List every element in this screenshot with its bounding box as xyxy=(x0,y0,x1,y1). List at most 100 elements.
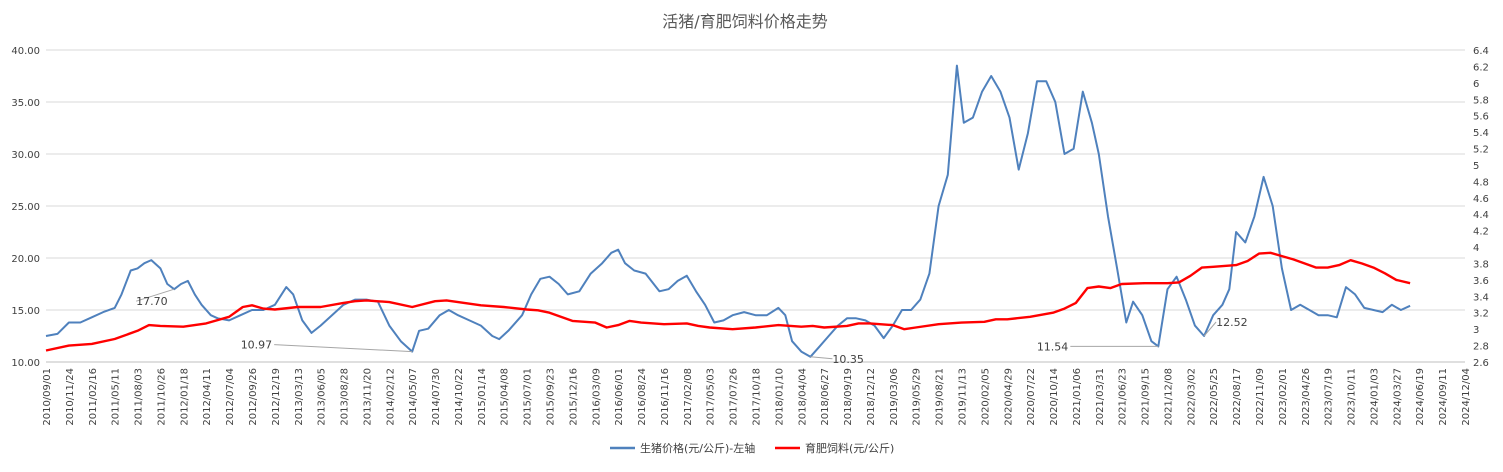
x-tick-label: 2016/06/01 xyxy=(614,368,625,426)
x-tick-label: 2011/02/16 xyxy=(88,368,99,426)
left-tick-label: 25.00 xyxy=(11,202,40,213)
x-tick-label: 2023/10/11 xyxy=(1347,368,1358,426)
x-tick-label: 2020/07/22 xyxy=(1026,368,1037,426)
right-tick-label: 3.6 xyxy=(1473,276,1489,287)
x-tick-label: 2012/09/26 xyxy=(248,368,259,426)
x-tick-label: 2021/06/23 xyxy=(1118,368,1129,426)
x-tick-label: 2014/05/07 xyxy=(408,368,419,426)
legend-label-feed-price: 育肥饲料(元/公斤) xyxy=(805,441,894,455)
annotation-leader xyxy=(1203,321,1217,337)
x-tick-label: 2010/09/01 xyxy=(42,368,53,426)
right-tick-label: 5 xyxy=(1473,161,1479,172)
x-tick-label: 2010/11/24 xyxy=(65,368,76,426)
x-tick-label: 2015/07/01 xyxy=(523,368,534,426)
x-tick-label: 2014/07/30 xyxy=(431,368,442,426)
x-tick-label: 2022/08/17 xyxy=(1232,368,1243,426)
chart-title: 活猪/育肥饲料价格走势 xyxy=(662,12,827,31)
x-tick-label: 2017/07/26 xyxy=(729,368,740,426)
x-tick-label: 2024/01/03 xyxy=(1369,368,1380,426)
x-tick-label: 2019/03/06 xyxy=(889,368,900,426)
annotations: 17.70 10.97 10.35 11.54 12.52 xyxy=(136,288,1248,366)
x-tick-label: 2018/06/27 xyxy=(820,368,831,426)
x-tick-label: 2021/12/08 xyxy=(1163,368,1174,426)
right-tick-label: 3 xyxy=(1473,325,1479,336)
right-tick-label: 5.8 xyxy=(1473,95,1489,106)
x-tick-label: 2013/03/13 xyxy=(294,368,305,426)
x-tick-label: 2014/10/22 xyxy=(454,368,465,426)
annotation-label: 12.52 xyxy=(1216,316,1248,329)
right-tick-label: 4.6 xyxy=(1473,194,1489,205)
x-tick-label: 2011/08/03 xyxy=(134,368,145,426)
x-axis: 2010/09/01 2010/11/24 2011/02/16 2011/05/11… xyxy=(42,361,1472,426)
x-tick-label: 2021/01/06 xyxy=(1072,368,1083,426)
legend-label-hog-price: 生猪价格(元/公斤)-左轴 xyxy=(640,441,755,455)
x-tick-label: 2024/12/04 xyxy=(1461,368,1472,426)
x-tick-label: 2019/08/21 xyxy=(935,368,946,426)
x-tick-label: 2018/09/19 xyxy=(843,368,854,426)
x-tick-label: 2012/07/04 xyxy=(225,368,236,426)
left-tick-label: 15.00 xyxy=(11,306,40,317)
x-tick-label: 2024/09/11 xyxy=(1438,368,1449,426)
x-tick-label: 2016/03/09 xyxy=(591,368,602,426)
annotation-label: 10.35 xyxy=(832,353,864,366)
left-axis: 10.00 15.00 20.00 25.00 30.00 35.00 40.00 xyxy=(11,46,40,369)
x-tick-label: 2023/02/01 xyxy=(1278,368,1289,426)
right-tick-label: 6 xyxy=(1473,79,1479,90)
left-tick-label: 35.00 xyxy=(11,98,40,109)
x-tick-label: 2021/03/31 xyxy=(1095,368,1106,426)
x-tick-label: 2012/01/18 xyxy=(179,368,190,426)
x-tick-label: 2016/08/24 xyxy=(637,368,648,426)
annotation-leader xyxy=(274,344,413,353)
x-tick-label: 2018/04/04 xyxy=(797,368,808,426)
series-group xyxy=(45,64,1411,358)
x-tick-label: 2024/06/19 xyxy=(1415,368,1426,426)
annotation-label: 11.54 xyxy=(1037,340,1069,353)
right-tick-label: 3.4 xyxy=(1473,292,1489,303)
x-tick-label: 2015/04/08 xyxy=(500,368,511,426)
left-tick-label: 40.00 xyxy=(11,46,40,57)
right-tick-label: 3.8 xyxy=(1473,259,1489,270)
right-tick-label: 3.2 xyxy=(1473,309,1489,320)
left-tick-label: 20.00 xyxy=(11,254,40,265)
left-tick-label: 10.00 xyxy=(11,358,40,369)
x-tick-label: 2020/02/05 xyxy=(980,368,991,426)
right-axis: 2.6 2.8 3 3.2 3.4 3.6 3.8 4 4.2 4.4 4.6 4.8 5 5.2 5.4 5… xyxy=(1473,46,1489,369)
x-tick-label: 2023/04/26 xyxy=(1301,368,1312,426)
x-tick-label: 2012/04/11 xyxy=(202,368,213,426)
right-tick-label: 4 xyxy=(1473,243,1479,254)
right-tick-label: 4.8 xyxy=(1473,177,1489,188)
x-tick-label: 2024/03/27 xyxy=(1392,368,1403,426)
annotation-label: 17.70 xyxy=(136,295,168,308)
x-tick-label: 2019/11/13 xyxy=(957,368,968,426)
right-tick-label: 5.4 xyxy=(1473,128,1489,139)
x-tick-label: 2013/08/28 xyxy=(340,368,351,426)
x-tick-label: 2015/12/16 xyxy=(568,368,579,426)
annotation-leader xyxy=(136,288,175,302)
x-tick-label: 2022/11/09 xyxy=(1255,368,1266,426)
x-tick-label: 2022/05/25 xyxy=(1209,368,1220,426)
x-tick-label: 2014/02/12 xyxy=(385,368,396,426)
x-tick-label: 2019/05/29 xyxy=(912,368,923,426)
x-tick-label: 2018/12/12 xyxy=(866,368,877,426)
x-tick-label: 2020/10/14 xyxy=(1049,368,1060,426)
legend: 生猪价格(元/公斤)-左轴 育肥饲料(元/公斤) xyxy=(610,441,894,455)
right-tick-label: 5.6 xyxy=(1473,112,1489,123)
right-tick-label: 2.8 xyxy=(1473,342,1489,353)
x-tick-label: 2017/02/08 xyxy=(683,368,694,426)
x-tick-label: 2011/05/11 xyxy=(111,368,122,426)
x-tick-label: 2023/07/19 xyxy=(1324,368,1335,426)
right-tick-label: 6.4 xyxy=(1473,46,1489,57)
x-tick-label: 2015/09/23 xyxy=(546,368,557,426)
annotation-leader xyxy=(810,356,833,360)
x-tick-label: 2017/10/18 xyxy=(752,368,763,426)
right-tick-label: 2.6 xyxy=(1473,358,1489,369)
x-tick-label: 2021/09/15 xyxy=(1141,368,1152,426)
series-line-hog-price xyxy=(45,64,1411,358)
right-tick-label: 4.2 xyxy=(1473,227,1489,238)
x-tick-label: 2022/03/02 xyxy=(1186,368,1197,426)
right-tick-label: 4.4 xyxy=(1473,210,1489,221)
grid xyxy=(46,49,1465,363)
series-line-feed-price xyxy=(45,251,1411,352)
x-tick-label: 2015/01/14 xyxy=(477,368,488,426)
